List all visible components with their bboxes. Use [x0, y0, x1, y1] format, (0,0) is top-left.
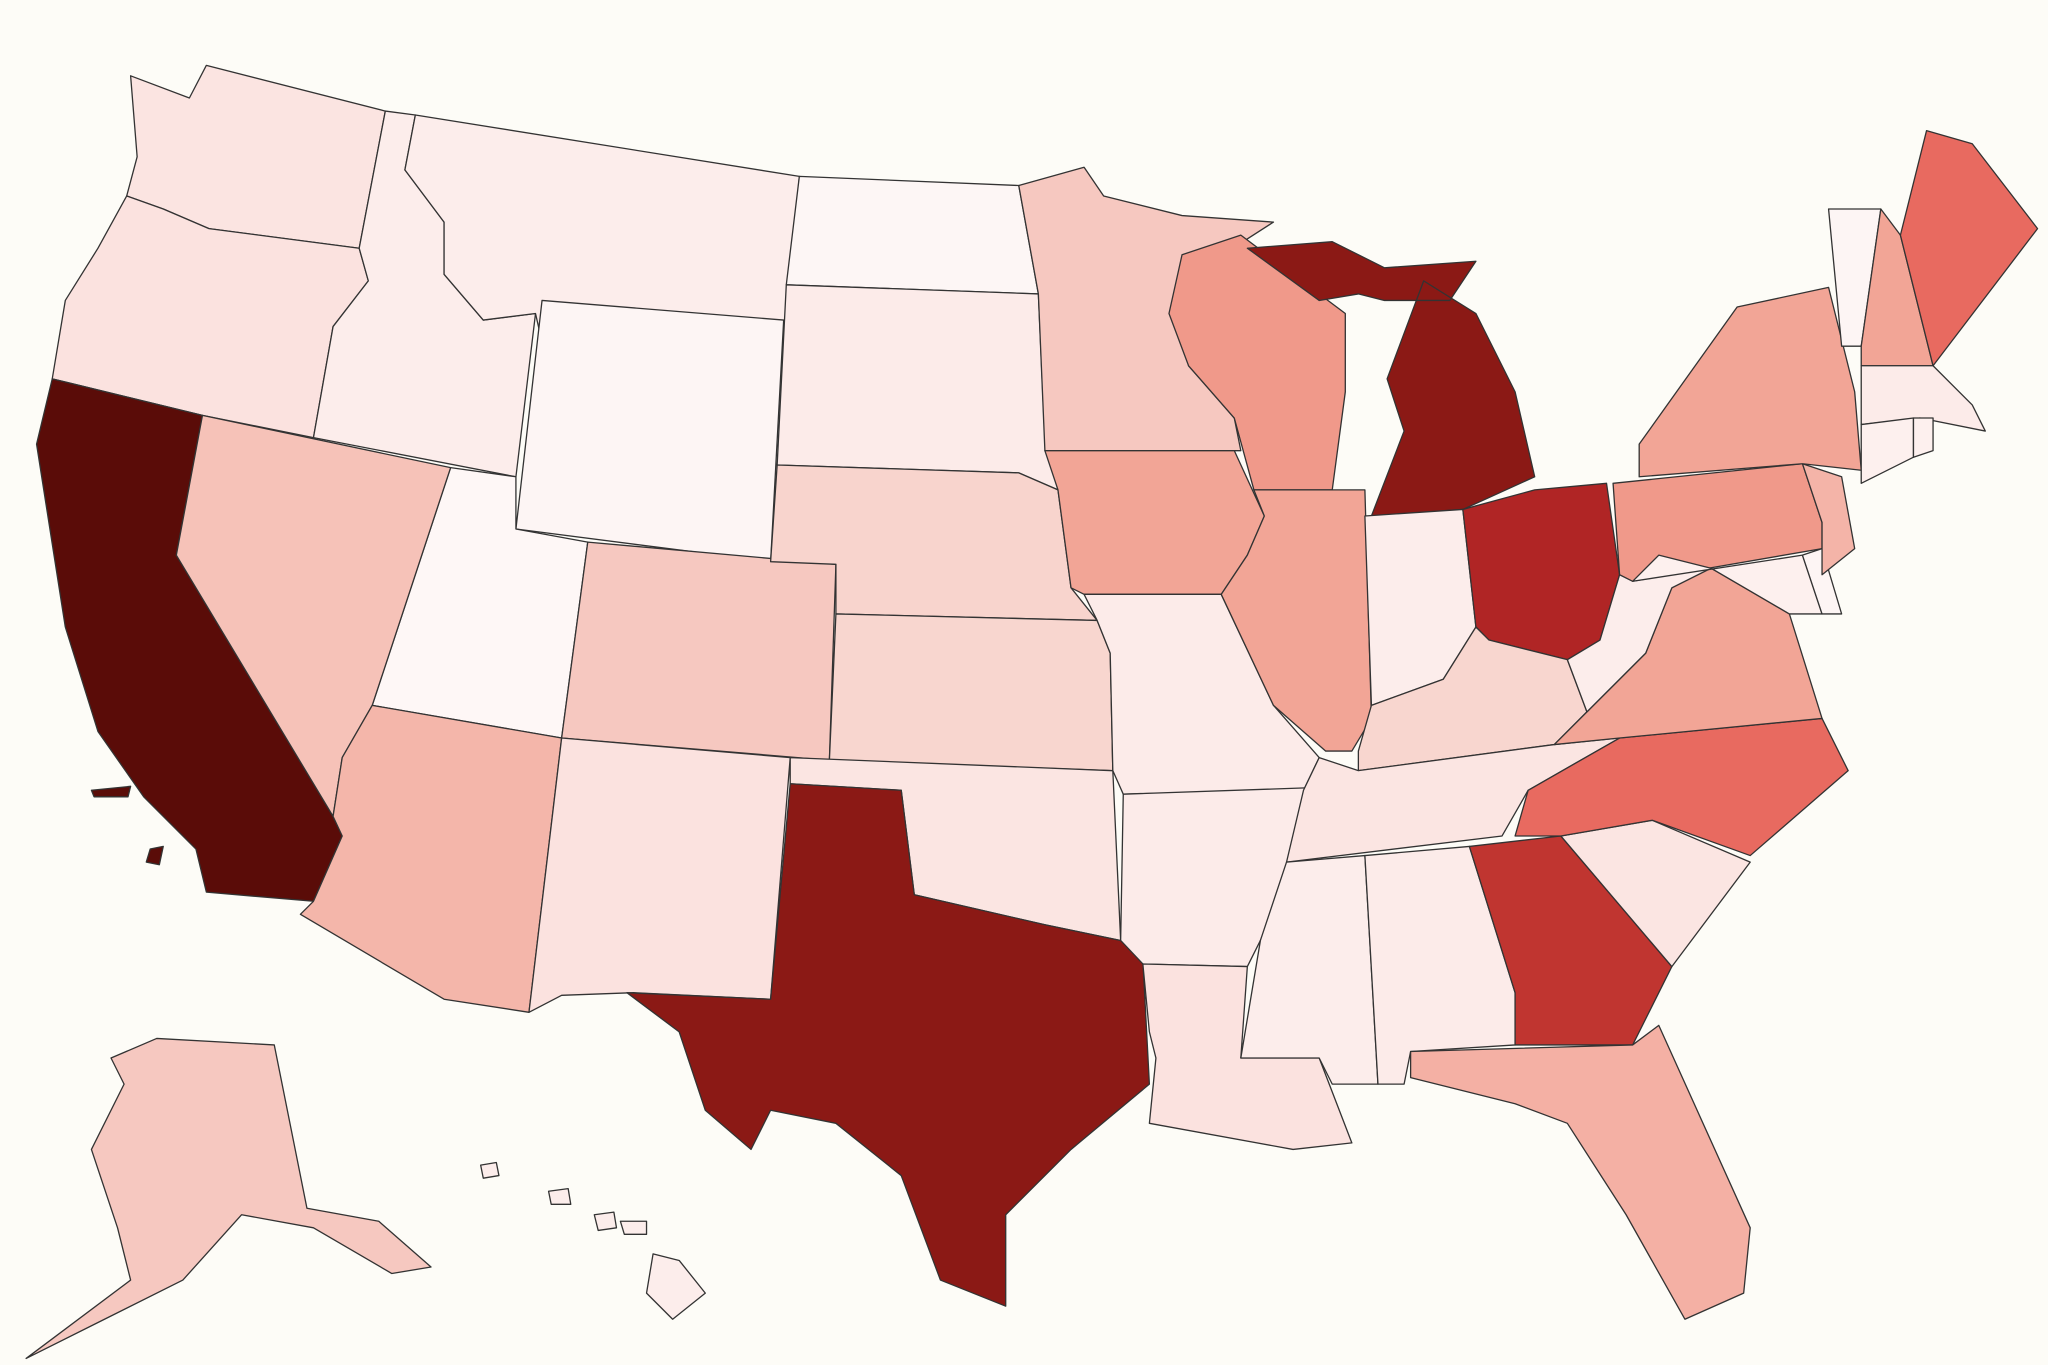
state — [479, 1161, 706, 1320]
state — [528, 737, 791, 1013]
state — [626, 783, 1151, 1307]
state — [1801, 463, 1856, 576]
state — [1044, 450, 1265, 595]
state — [1246, 241, 1536, 517]
state — [776, 284, 1059, 491]
state — [828, 613, 1114, 772]
state — [1462, 482, 1621, 661]
state — [1899, 130, 2039, 367]
state — [35, 378, 343, 902]
state — [25, 1037, 432, 1360]
state — [1912, 417, 1934, 458]
state — [1409, 1024, 1751, 1320]
state — [1638, 286, 1862, 478]
state — [1801, 547, 1843, 615]
state — [299, 704, 563, 1013]
state — [1142, 963, 1353, 1151]
state — [785, 175, 1040, 295]
state — [560, 541, 837, 761]
state — [515, 299, 785, 563]
